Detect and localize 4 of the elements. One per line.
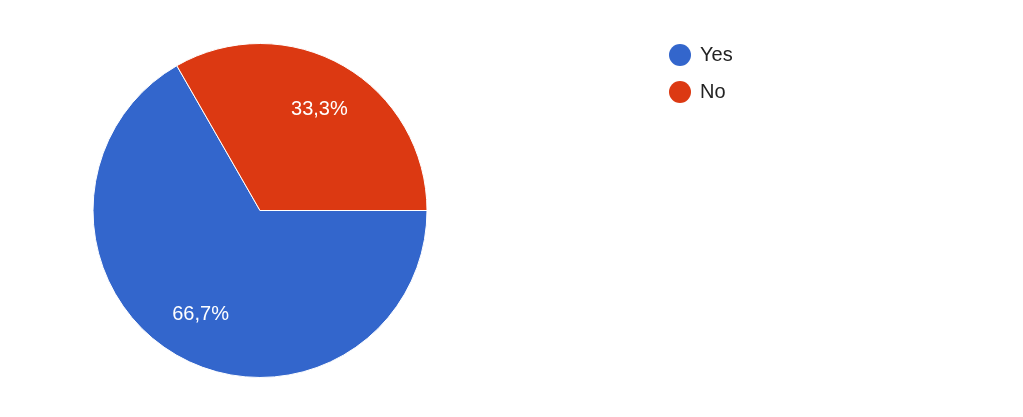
data-label: 66,7%	[172, 302, 230, 325]
legend-label: Yes	[700, 43, 733, 66]
data-label: 33,3%	[291, 96, 348, 119]
legend-label: No	[700, 80, 726, 103]
